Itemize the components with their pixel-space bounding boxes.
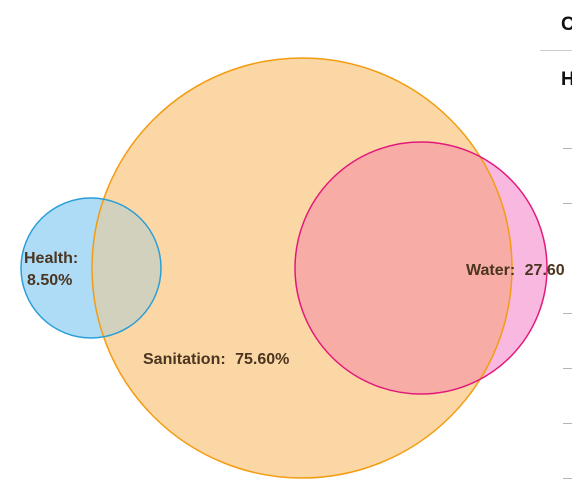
sanitation-label-value: 75.60% [235, 351, 289, 368]
water-label: Water: 27.60 [466, 262, 565, 279]
sanitation-label-name: Sanitation: [143, 351, 226, 368]
sanitation-label: Sanitation: 75.60% [143, 351, 289, 368]
water-label-name: Water: [466, 262, 515, 279]
side-panel-tick [563, 148, 572, 149]
side-panel-tick [563, 478, 572, 479]
water-outline [294, 141, 548, 395]
water-label-value: 27.60 [525, 262, 565, 279]
side-panel-subheading: H [561, 69, 572, 90]
health-sanitation-overlap [92, 198, 161, 338]
health-label: Health: [24, 250, 78, 267]
side-panel-heading: C [561, 14, 572, 35]
side-panel-tick [563, 423, 572, 424]
health-value-label: 8.50% [27, 272, 72, 289]
side-panel-tick [563, 368, 572, 369]
side-panel-tick [563, 203, 572, 204]
side-panel-tick [563, 313, 572, 314]
health-outline [20, 197, 162, 339]
sanitation-outline [91, 57, 513, 479]
side-panel-divider [540, 50, 572, 51]
sanitation-water-overlap [295, 142, 512, 394]
